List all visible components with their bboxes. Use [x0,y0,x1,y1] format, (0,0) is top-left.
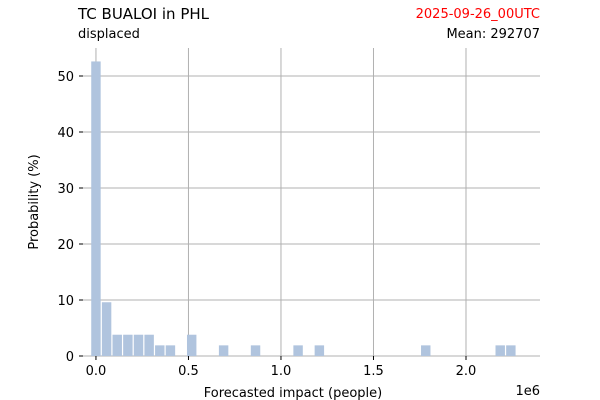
y-tick-label: 40 [57,126,74,141]
y-axis-ticks: 0 10 20 30 40 50 [57,70,83,365]
histogram-bar [506,345,516,356]
histogram-bar [314,345,325,356]
histogram-bars [91,61,516,356]
y-tick-label: 50 [57,70,74,85]
x-axis-ticks: 0.0 0.5 1.0 1.5 2.0 [86,356,477,379]
histogram-bar [133,334,144,356]
histogram-bar [250,345,261,356]
histogram-bar [293,345,303,356]
x-axis-label: Forecasted impact (people) [204,386,382,400]
histogram-bar [218,345,229,356]
y-tick-label: 30 [57,182,74,197]
y-tick-label: 0 [66,350,74,365]
x-tick-label: 2.0 [456,364,477,379]
y-tick-label: 10 [57,294,74,309]
histogram-bar [91,61,101,356]
mean-value: Mean: 292707 [446,27,540,42]
histogram-bar [155,345,165,356]
histogram-bar [495,345,505,356]
histogram-bar [421,345,431,356]
histogram-bar [101,302,112,356]
y-tick-label: 20 [57,238,74,253]
histogram-bar [112,334,122,356]
histogram-bar [186,334,197,356]
histogram-bar [123,334,133,356]
x-tick-label: 0.5 [178,364,199,379]
y-axis-label: Probability (%) [27,154,42,249]
x-tick-label: 0.0 [86,364,107,379]
histogram-bar [165,345,176,356]
forecast-date: 2025-09-26_00UTC [415,7,540,22]
histogram-bar [144,334,154,356]
chart-subtitle: displaced [78,27,140,42]
x-tick-label: 1.0 [271,364,292,379]
x-tick-label: 1.5 [363,364,384,379]
chart-title: TC BUALOI in PHL [78,5,210,23]
grid-lines [83,48,540,357]
x-axis-offset-label: 1e6 [515,384,540,399]
